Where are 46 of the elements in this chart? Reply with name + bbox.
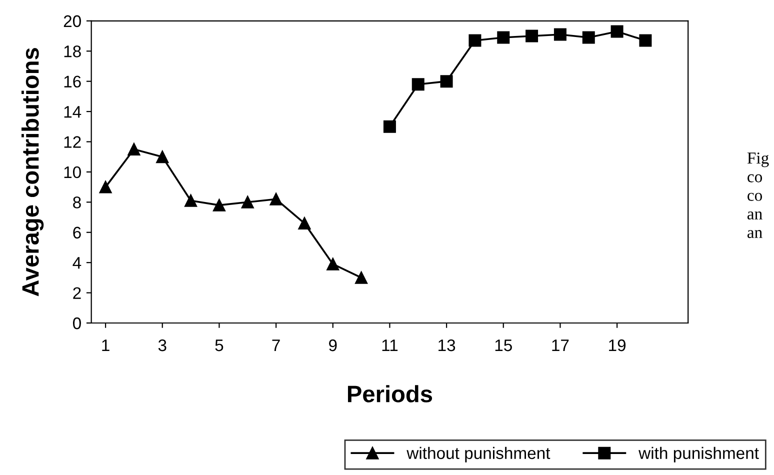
y-tick-label: 14 bbox=[64, 106, 82, 118]
point bbox=[212, 198, 226, 212]
y-tick-label: 4 bbox=[72, 257, 82, 269]
y-tick-label: 16 bbox=[64, 76, 81, 88]
y-tick-label: 18 bbox=[64, 46, 81, 58]
y-tick-label: 2 bbox=[73, 287, 81, 299]
point bbox=[99, 180, 112, 194]
point bbox=[610, 25, 624, 38]
x-tick-label: 13 bbox=[438, 339, 456, 352]
x-axis-title: Periods bbox=[348, 385, 432, 402]
point bbox=[184, 194, 198, 207]
x-tick-label: 5 bbox=[215, 340, 224, 352]
y-tick-label: 12 bbox=[64, 136, 81, 148]
point bbox=[270, 192, 282, 206]
point bbox=[156, 150, 169, 164]
x-tick-label: 11 bbox=[382, 340, 398, 352]
point bbox=[298, 217, 311, 230]
point bbox=[582, 31, 595, 44]
y-axis-title: Average contributions bbox=[22, 48, 44, 296]
x-tick-label: 7 bbox=[272, 340, 280, 352]
point bbox=[639, 34, 652, 47]
point bbox=[128, 143, 140, 156]
x-tick-label: 15 bbox=[495, 340, 512, 352]
legend-label: without punishment bbox=[406, 446, 550, 462]
y-tick-label: 6 bbox=[73, 226, 81, 239]
point bbox=[326, 258, 340, 270]
point bbox=[554, 28, 566, 41]
point bbox=[440, 75, 453, 88]
x-tick-label: 1 bbox=[102, 340, 110, 352]
point bbox=[383, 120, 396, 133]
x-tick-label: 9 bbox=[329, 339, 337, 352]
x-tick-label: 17 bbox=[552, 340, 569, 352]
x-tick-label: 19 bbox=[609, 339, 626, 352]
point bbox=[497, 31, 510, 44]
y-tick-label: 20 bbox=[64, 15, 81, 28]
point bbox=[412, 78, 424, 91]
point bbox=[241, 196, 254, 208]
point bbox=[355, 271, 368, 284]
legend-label: with punishment bbox=[638, 446, 759, 462]
x-tick-label: 3 bbox=[158, 339, 166, 352]
y-tick-label: 10 bbox=[64, 166, 81, 178]
point bbox=[468, 34, 482, 47]
text: Fig co co an an bbox=[747, 152, 769, 238]
point bbox=[526, 30, 538, 42]
y-tick-label: 0 bbox=[72, 317, 81, 330]
y-tick-label: 8 bbox=[73, 196, 81, 208]
